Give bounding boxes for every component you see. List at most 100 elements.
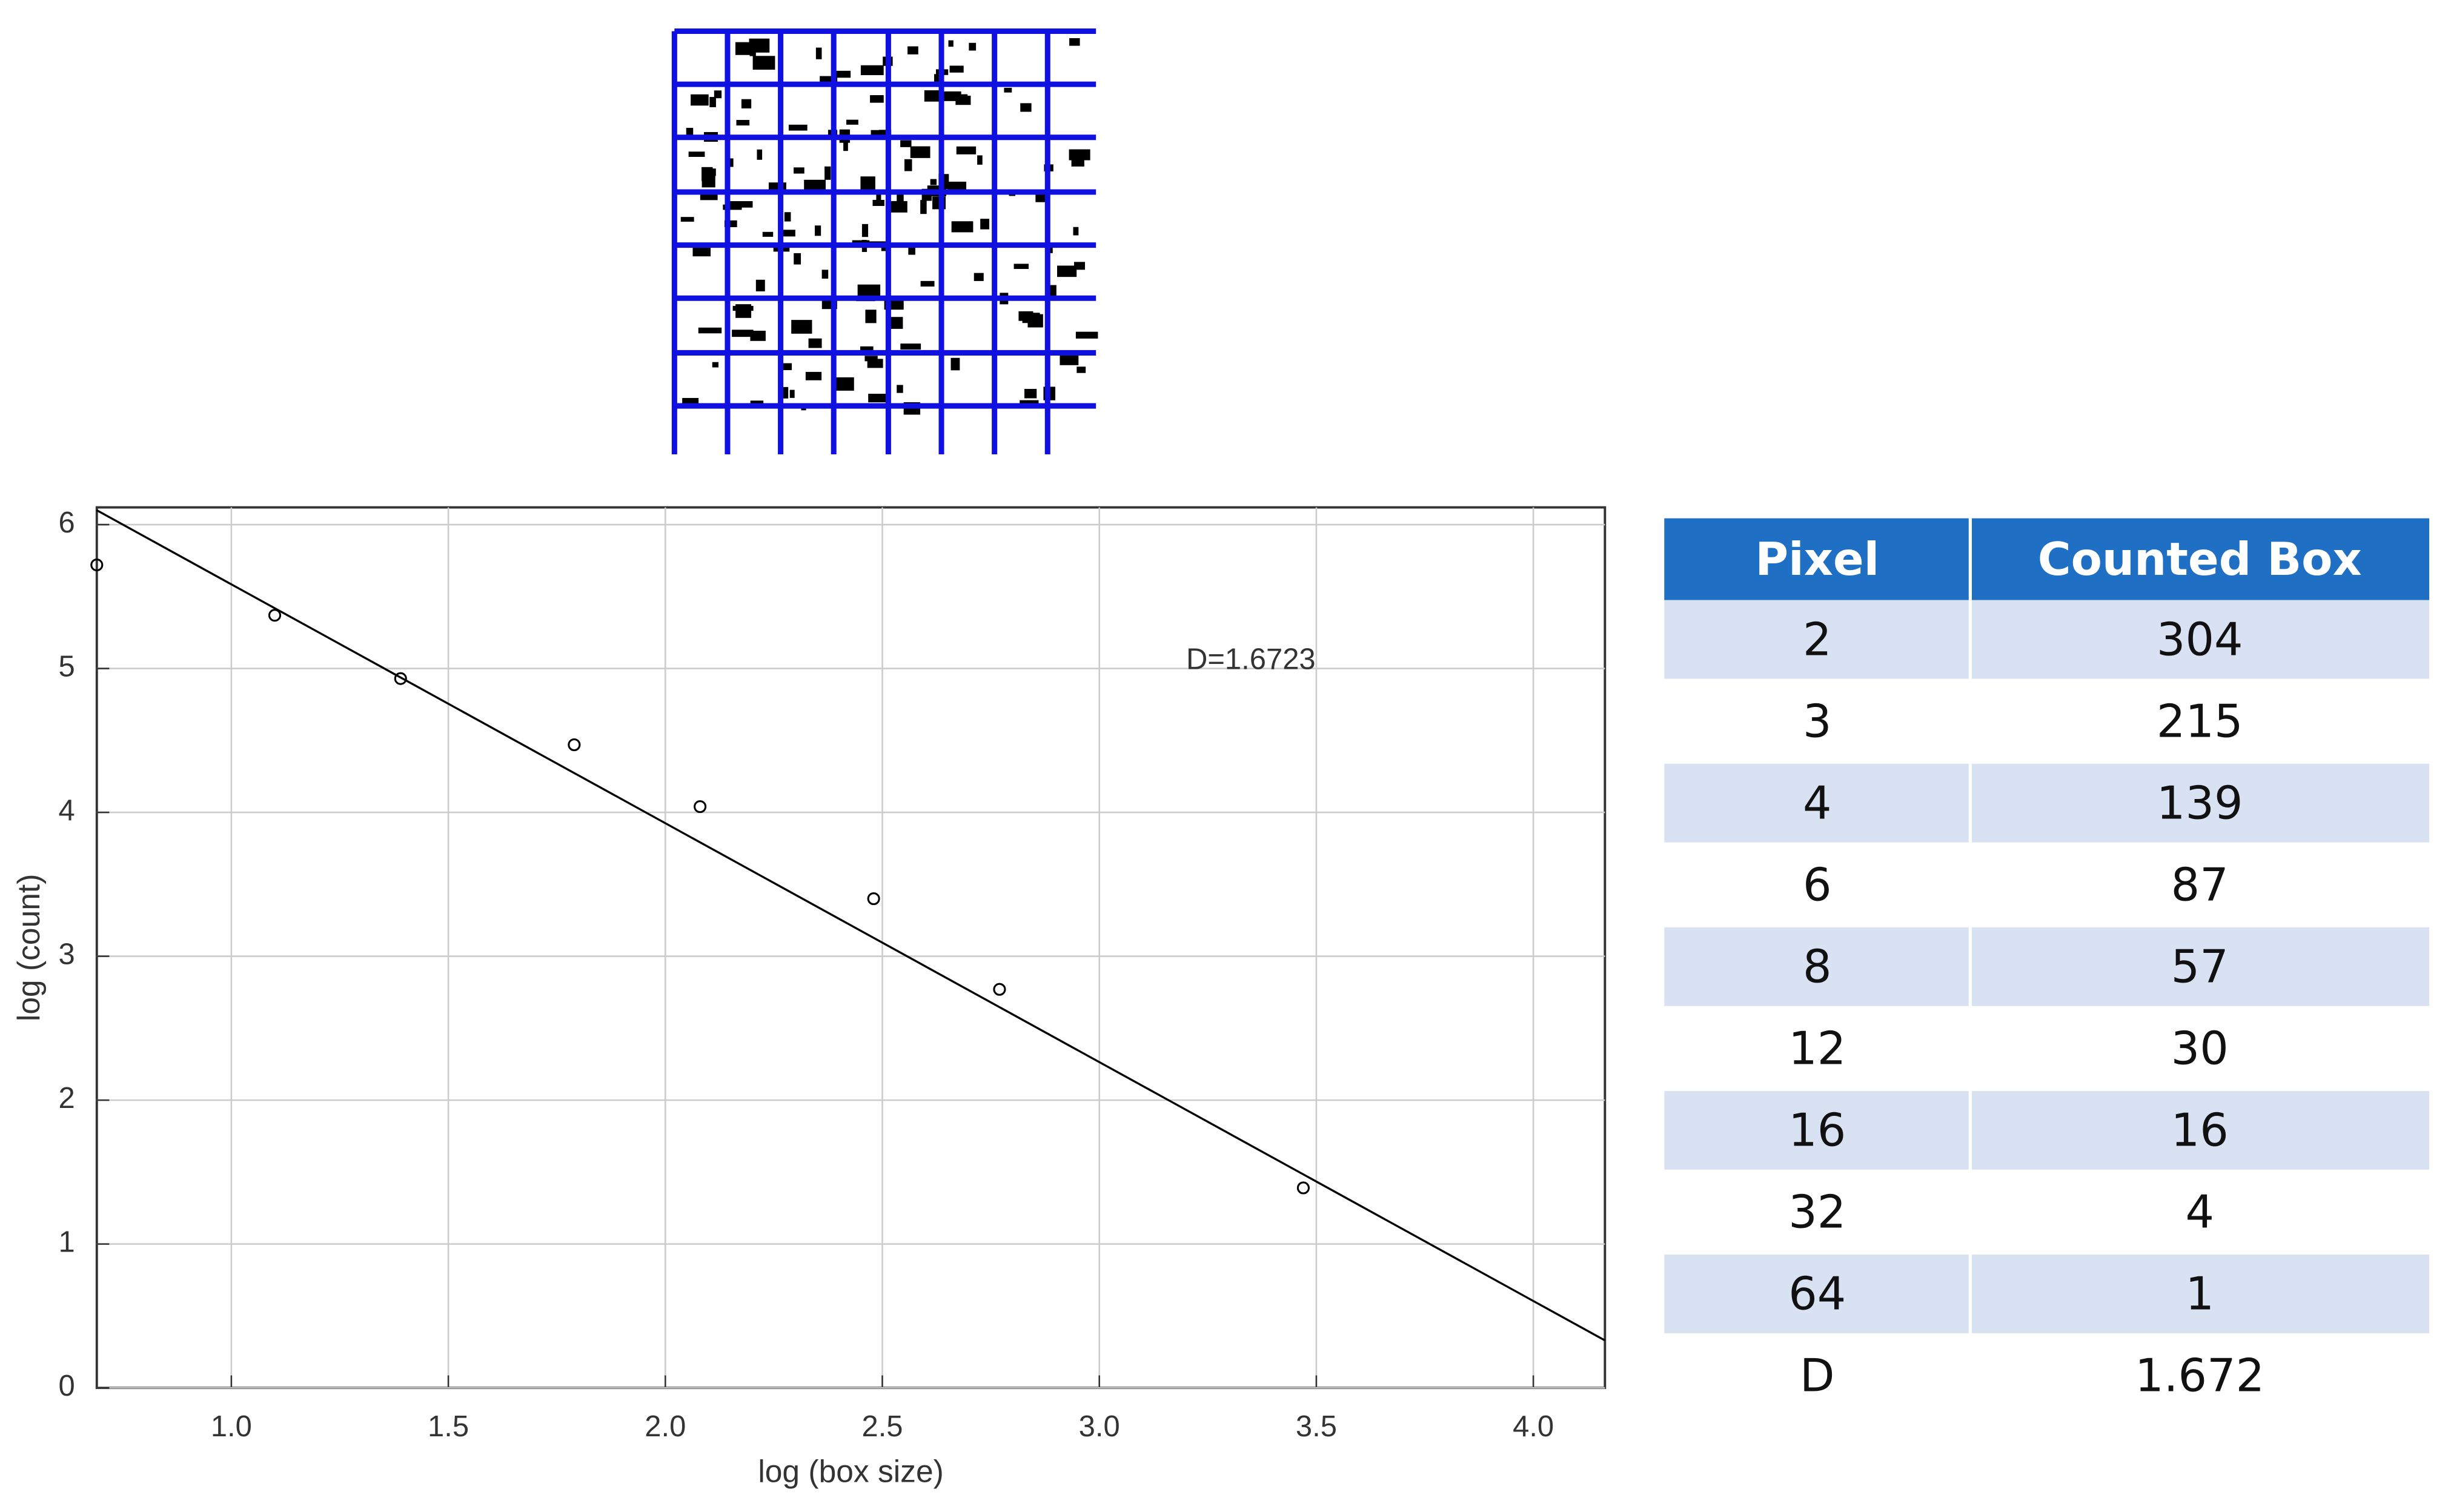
x-tick-label: 2.5 xyxy=(861,1410,903,1443)
blob xyxy=(1024,389,1037,399)
blob xyxy=(755,279,765,291)
data-point xyxy=(268,609,282,622)
blob xyxy=(897,193,904,206)
blob xyxy=(1020,103,1032,112)
data-point xyxy=(867,892,880,906)
table-row-bg xyxy=(1971,763,2430,843)
blob xyxy=(956,146,977,154)
blob xyxy=(752,56,775,70)
table-cell: 4 xyxy=(1803,777,1832,829)
blob xyxy=(762,231,774,237)
table-cell: 32 xyxy=(1788,1186,1846,1239)
blob xyxy=(980,219,990,230)
blob xyxy=(886,201,907,213)
y-axis-label: log (count) xyxy=(11,874,46,1021)
blob xyxy=(907,46,918,55)
table-row-bg xyxy=(1971,1255,2430,1333)
table-row-bg xyxy=(1664,600,1969,679)
table-cell: 64 xyxy=(1788,1268,1846,1321)
table-cell: 3 xyxy=(1803,695,1832,748)
table-header: Pixel xyxy=(1755,533,1879,586)
blob xyxy=(939,91,961,101)
blob xyxy=(871,130,891,138)
blob xyxy=(741,99,752,108)
blob xyxy=(714,90,722,99)
table-cell: 215 xyxy=(2157,695,2243,748)
blob xyxy=(977,155,983,165)
blob xyxy=(872,199,884,207)
blob xyxy=(1022,313,1040,323)
blob xyxy=(808,338,822,348)
table-cell: 16 xyxy=(1788,1104,1846,1157)
blob xyxy=(821,270,829,279)
y-tick-label: 5 xyxy=(58,651,75,683)
blob xyxy=(804,179,826,191)
data-point xyxy=(394,672,407,685)
x-axis-label: log (box size) xyxy=(758,1453,943,1488)
blob xyxy=(815,47,822,59)
blob xyxy=(1004,87,1012,93)
blob xyxy=(778,363,792,370)
blob xyxy=(934,74,941,82)
x-tick-label: 2.0 xyxy=(645,1410,686,1443)
blob xyxy=(910,146,930,158)
table-row-bg xyxy=(1664,927,1969,1006)
blob xyxy=(805,371,822,380)
blob xyxy=(860,65,884,76)
blob xyxy=(749,38,770,53)
blob xyxy=(870,95,884,103)
table-cell: 6 xyxy=(1803,858,1832,911)
table-cell: 1.672 xyxy=(2135,1350,2264,1402)
blob xyxy=(794,167,804,174)
blob xyxy=(709,97,716,107)
blob xyxy=(860,176,875,190)
blob xyxy=(843,142,848,151)
y-tick-label: 1 xyxy=(58,1226,75,1259)
blob xyxy=(815,225,821,236)
blob xyxy=(924,90,942,102)
blob xyxy=(920,280,935,287)
blob xyxy=(824,166,831,180)
table-cell: 1 xyxy=(2185,1268,2214,1321)
blob xyxy=(950,357,960,371)
blob xyxy=(686,128,694,136)
blob xyxy=(861,224,869,237)
blob xyxy=(735,42,754,55)
blob xyxy=(1075,331,1098,339)
blob xyxy=(949,65,964,73)
y-tick-label: 2 xyxy=(58,1082,75,1115)
blob xyxy=(887,317,903,329)
box-grid-image xyxy=(671,28,1098,454)
blob xyxy=(794,253,801,265)
table-cell: 139 xyxy=(2157,777,2243,829)
fit-line xyxy=(96,509,1606,1342)
blob xyxy=(930,179,937,185)
table-cell: 12 xyxy=(1788,1022,1846,1075)
table-row-bg xyxy=(1971,1090,2430,1170)
blob xyxy=(1069,149,1090,161)
annotation: D=1.6723 xyxy=(1186,643,1316,676)
data-point xyxy=(568,738,581,752)
blob xyxy=(788,124,808,131)
blob xyxy=(868,394,890,403)
table-row-bg xyxy=(1971,927,2430,1006)
blob xyxy=(1013,264,1029,270)
blob xyxy=(736,120,750,126)
table-row-bg xyxy=(1664,763,1969,843)
table-cell: 87 xyxy=(2171,858,2229,911)
table-row-bg xyxy=(1971,600,2430,679)
blob xyxy=(735,304,752,318)
data-point xyxy=(90,559,104,572)
blob xyxy=(702,167,713,181)
blob xyxy=(900,140,912,147)
y-tick-label: 4 xyxy=(58,794,75,827)
blob xyxy=(732,330,754,337)
blob xyxy=(784,212,791,222)
table-cell: 8 xyxy=(1803,940,1832,993)
blob xyxy=(757,149,763,160)
blob xyxy=(951,221,974,233)
blob xyxy=(692,245,711,257)
x-tick-label: 3.5 xyxy=(1296,1410,1337,1443)
table-header-bg xyxy=(1664,518,2430,600)
